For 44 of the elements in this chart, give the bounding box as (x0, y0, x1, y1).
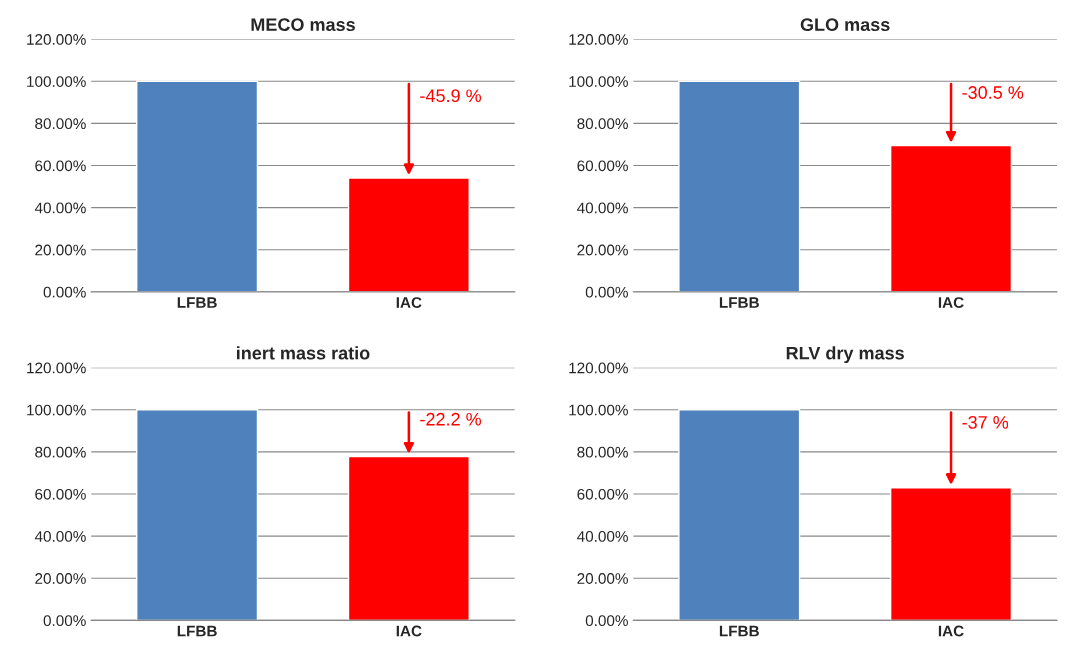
y-tick-label: 60.00% (35, 160, 86, 172)
chart-title: RLV dry mass (786, 346, 904, 364)
annotation: -37 % (962, 415, 1009, 429)
x-tick-label: IAC (938, 297, 964, 308)
y-tick-label: 20.00% (577, 244, 628, 256)
annotation: -22.2 % (420, 412, 482, 426)
y-tick-label: 120.00% (27, 34, 86, 45)
x-tick-label: IAC (938, 625, 964, 637)
x-tick-label: IAC (396, 297, 422, 308)
x-tick-label: LFBB (177, 297, 217, 308)
x-tick-label: LFBB (719, 625, 759, 637)
x-tick-label: LFBB (719, 297, 759, 308)
y-tick-label: 60.00% (577, 488, 628, 500)
y-tick-label: 60.00% (577, 160, 628, 172)
y-tick-label: 80.00% (577, 118, 628, 130)
y-tick-label: 100.00% (27, 76, 86, 87)
chart-title: inert mass ratio (237, 346, 370, 360)
y-tick-label: 40.00% (577, 530, 628, 542)
y-tick-label: 120.00% (569, 34, 628, 45)
y-tick-label: 40.00% (577, 202, 628, 214)
annotation: -30.5 % (962, 86, 1024, 99)
y-tick-label: 60.00% (35, 488, 86, 500)
y-tick-label: 100.00% (569, 76, 628, 87)
y-tick-label: 20.00% (577, 573, 628, 584)
y-tick-label: 120.00% (27, 362, 86, 374)
y-tick-label: 100.00% (27, 404, 86, 416)
y-tick-label: 80.00% (35, 118, 86, 130)
y-tick-label: 20.00% (35, 573, 86, 584)
y-tick-label: 0.00% (585, 286, 628, 298)
chart-title: GLO mass (800, 18, 890, 32)
y-tick-label: 100.00% (569, 404, 628, 416)
y-tick-label: 40.00% (34, 202, 86, 214)
y-tick-label: 40.00% (34, 530, 86, 542)
y-tick-label: 20.00% (35, 244, 86, 256)
chart-title: MECO mass (251, 18, 355, 32)
y-tick-label: 80.00% (35, 446, 86, 458)
y-tick-label: 0.00% (43, 286, 86, 298)
y-tick-label: 120.00% (569, 362, 628, 374)
y-tick-label: 0.00% (43, 615, 86, 627)
x-tick-label: IAC (396, 625, 422, 637)
annotation: -45.9 % (420, 89, 482, 103)
y-tick-label: 0.00% (585, 615, 628, 627)
y-tick-label: 80.00% (577, 446, 628, 458)
x-tick-label: LFBB (177, 625, 217, 637)
